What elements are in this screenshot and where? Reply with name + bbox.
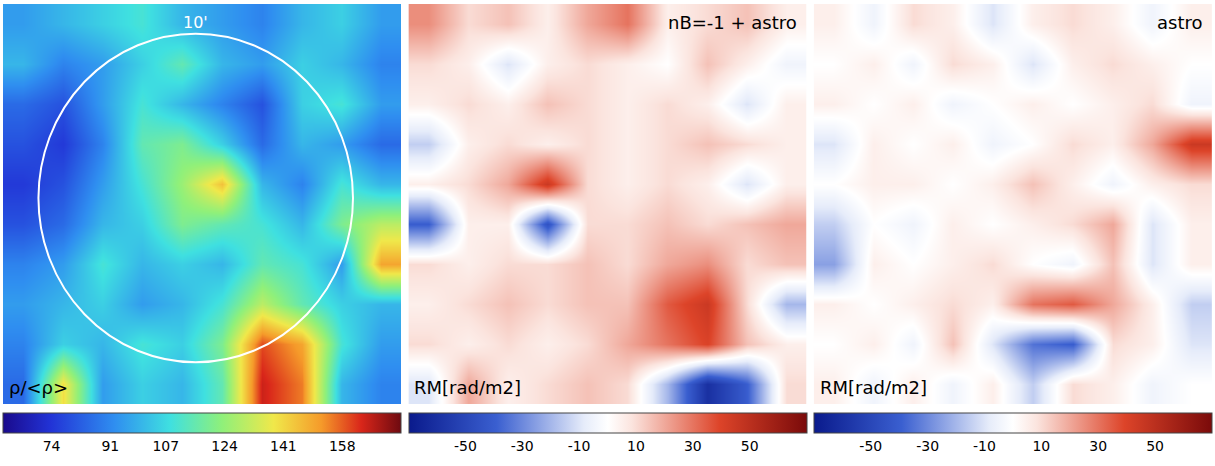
svg-text:-10: -10 [973, 438, 996, 454]
svg-text:74: 74 [43, 438, 61, 454]
svg-text:50: 50 [1146, 438, 1164, 454]
svg-text:RM[rad/m2]: RM[rad/m2] [414, 377, 521, 398]
svg-text:10: 10 [627, 438, 645, 454]
svg-text:107: 107 [152, 438, 179, 454]
svg-text:-30: -30 [916, 438, 939, 454]
svg-text:10': 10' [183, 13, 208, 32]
svg-text:158: 158 [329, 438, 356, 454]
svg-text:124: 124 [211, 438, 238, 454]
svg-text:-30: -30 [511, 438, 534, 454]
svg-text:-50: -50 [454, 438, 477, 454]
svg-text:nB=-1 + astro: nB=-1 + astro [668, 12, 797, 33]
svg-text:ρ/<ρ>: ρ/<ρ> [9, 377, 68, 398]
svg-text:-50: -50 [859, 438, 882, 454]
svg-text:10: 10 [1032, 438, 1050, 454]
svg-text:astro: astro [1157, 12, 1202, 33]
svg-text:30: 30 [1089, 438, 1107, 454]
svg-text:-10: -10 [568, 438, 591, 454]
svg-text:RM[rad/m2]: RM[rad/m2] [820, 377, 927, 398]
svg-text:91: 91 [101, 438, 119, 454]
svg-text:50: 50 [741, 438, 759, 454]
svg-text:141: 141 [270, 438, 297, 454]
svg-text:30: 30 [684, 438, 702, 454]
